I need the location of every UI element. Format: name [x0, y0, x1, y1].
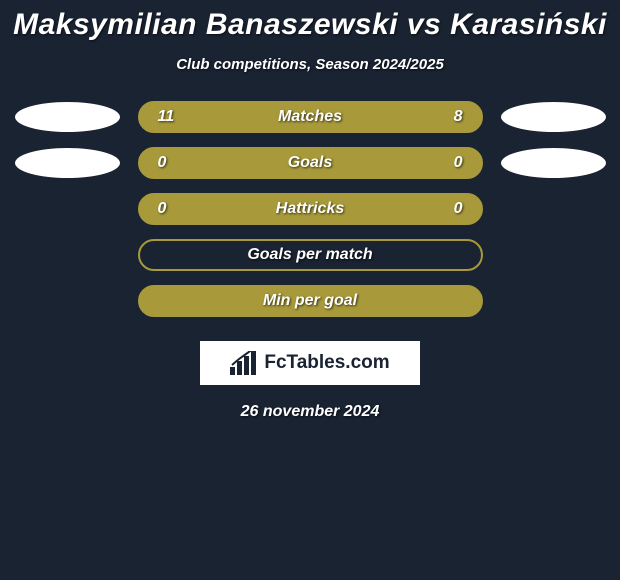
badge-spacer	[501, 286, 606, 316]
badge-spacer	[15, 286, 120, 316]
stats-area: 11 Matches 8 0 Goals 0 0 Hattricks 0 Goals per ma…	[0, 101, 620, 317]
stat-value-left: 0	[158, 154, 167, 172]
stat-row: 11 Matches 8	[0, 101, 620, 133]
stat-value-left: 11	[158, 108, 175, 126]
badge-spacer	[501, 240, 606, 270]
subtitle: Club competitions, Season 2024/2025	[0, 56, 620, 73]
player-badge-left	[15, 148, 120, 178]
stat-bar: 0 Goals 0	[138, 147, 483, 179]
player-badge-left	[15, 102, 120, 132]
comparison-card: Maksymilian Banaszewski vs Karasiński Cl…	[0, 0, 620, 421]
chart-icon	[230, 351, 258, 375]
brand-text: FcTables.com	[264, 352, 389, 374]
date-label: 26 november 2024	[0, 403, 620, 421]
stat-value-left: 0	[158, 200, 167, 218]
stat-row: Goals per match	[0, 239, 620, 271]
page-title: Maksymilian Banaszewski vs Karasiński	[0, 8, 620, 42]
stat-label: Goals	[288, 154, 332, 172]
stat-value-right: 8	[454, 108, 463, 126]
stat-label: Goals per match	[247, 246, 372, 264]
stat-label: Hattricks	[276, 200, 344, 218]
stat-row: Min per goal	[0, 285, 620, 317]
stat-bar: 11 Matches 8	[138, 101, 483, 133]
player-badge-right	[501, 102, 606, 132]
stat-row: 0 Hattricks 0	[0, 193, 620, 225]
badge-spacer	[15, 240, 120, 270]
player-badge-right	[501, 148, 606, 178]
stat-row: 0 Goals 0	[0, 147, 620, 179]
stat-label: Matches	[278, 108, 342, 126]
stat-bar: Goals per match	[138, 239, 483, 271]
badge-spacer	[501, 194, 606, 224]
brand-logo: FcTables.com	[200, 341, 420, 385]
stat-bar: 0 Hattricks 0	[138, 193, 483, 225]
stat-value-right: 0	[454, 200, 463, 218]
stat-value-right: 0	[454, 154, 463, 172]
badge-spacer	[15, 194, 120, 224]
stat-label: Min per goal	[263, 292, 357, 310]
stat-bar: Min per goal	[138, 285, 483, 317]
